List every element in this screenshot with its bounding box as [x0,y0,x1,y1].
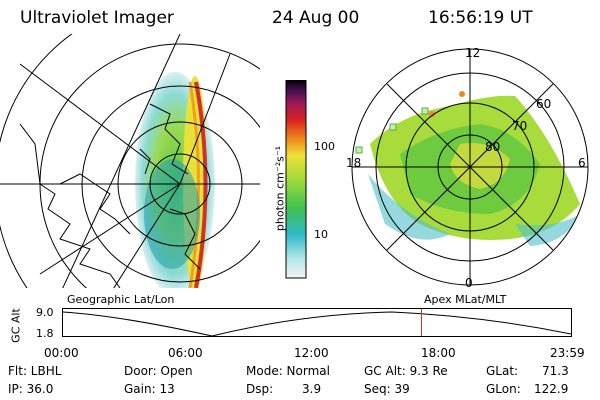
date-label: 24 Aug 00 [272,8,360,28]
mlt-label-18: 18 [346,156,362,170]
polar-map [351,48,589,286]
status-ip: IP: 36.0 [8,382,54,396]
status-seq: Seq: 39 [364,382,410,396]
timeline-tick-0000: 00:00 [44,346,79,360]
timeline-ymax: 9.0 [36,306,54,319]
mlat-label-60: 60 [536,97,552,111]
mlat-label-70: 70 [512,119,528,133]
status-gain: Gain: 13 [124,382,175,396]
geographic-map [0,34,260,288]
right-panel-label: Apex MLat/MLT [424,293,507,306]
left-panel-label: Geographic Lat/Lon [67,293,175,306]
colorbar-tick-10: 10 [314,228,328,241]
colorbar [285,80,307,279]
altitude-plot [62,308,572,337]
timeline-tick-1200: 12:00 [294,346,329,360]
mlat-label-80: 80 [485,140,501,154]
status-flt: Flt: LBHL [8,364,62,378]
status-gcalt: GC Alt: 9.3 Re [364,364,448,378]
timeline-tick-0600: 06:00 [168,346,203,360]
timeline-tick-1800: 18:00 [421,346,456,360]
timeline-ymin: 1.8 [36,327,54,340]
timeline-ylabel: GC Alt [9,308,23,343]
status-dsp-value: 3.9 [302,382,322,396]
status-door: Door: Open [124,364,193,378]
time-label: 16:56:19 UT [428,8,533,28]
app-title: Ultraviolet Imager [20,8,174,28]
altitude-curve [62,311,572,337]
status-dsp-label: Dsp: [246,382,274,396]
status-glon-label: GLon: [486,382,521,396]
left-panel-graphics [0,34,260,288]
status-glat-label: GLat: [486,364,519,378]
status-glat-value: 71.3 [542,364,569,378]
status-glon-value: 122.9 [534,382,569,396]
mlt-label-6: 6 [578,156,586,170]
mlt-label-0: 0 [465,276,473,290]
colorbar-tick-100: 100 [314,140,335,153]
status-mode: Mode: Normal [246,364,330,378]
mlt-label-12: 12 [465,46,481,60]
timeline-tick-2359: 23:59 [550,346,585,360]
colorbar-unit-label: photon cm⁻²s⁻¹ [273,145,287,232]
